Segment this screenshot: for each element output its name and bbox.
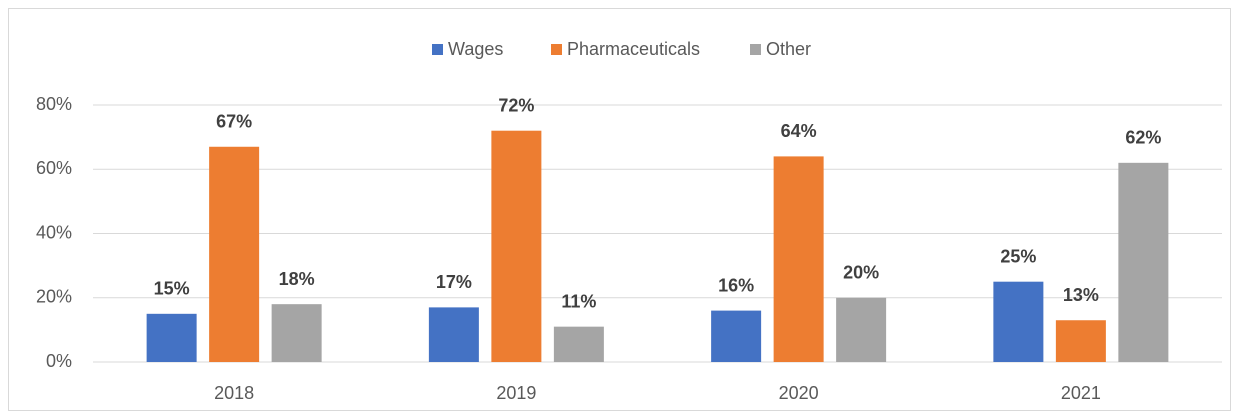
legend-label: Wages [448, 39, 503, 59]
bar [553, 326, 604, 362]
bar [209, 146, 260, 362]
data-label: 17% [436, 272, 472, 292]
data-label: 25% [1000, 246, 1036, 266]
data-label: 18% [279, 269, 315, 289]
bar [491, 130, 542, 362]
data-label: 11% [561, 291, 596, 311]
y-tick-label: 0% [46, 351, 72, 371]
bar [773, 156, 824, 362]
y-tick-label: 20% [36, 287, 72, 307]
data-label: 62% [1125, 128, 1161, 148]
bar [428, 307, 479, 362]
x-tick-label: 2020 [779, 383, 819, 403]
legend-swatch [750, 44, 761, 55]
data-label: 72% [498, 95, 534, 115]
legend-label: Other [766, 39, 811, 59]
legend-swatch [551, 44, 562, 55]
data-label: 16% [718, 275, 754, 295]
data-label: 15% [154, 279, 190, 299]
bar [1055, 320, 1106, 362]
data-label: 13% [1063, 285, 1099, 305]
data-label: 20% [843, 263, 879, 283]
bar [711, 310, 762, 362]
y-tick-label: 40% [36, 222, 72, 242]
x-tick-label: 2021 [1061, 383, 1101, 403]
bar [993, 281, 1044, 362]
x-tick-label: 2018 [214, 383, 254, 403]
bar [1118, 162, 1169, 362]
bar [836, 297, 887, 362]
bar [271, 304, 322, 362]
y-tick-label: 60% [36, 158, 72, 178]
bar [146, 313, 197, 362]
legend-label: Pharmaceuticals [567, 39, 700, 59]
data-label: 67% [216, 112, 252, 132]
x-tick-label: 2019 [496, 383, 536, 403]
legend-swatch [432, 44, 443, 55]
data-label: 64% [781, 121, 817, 141]
y-tick-label: 80% [36, 94, 72, 114]
